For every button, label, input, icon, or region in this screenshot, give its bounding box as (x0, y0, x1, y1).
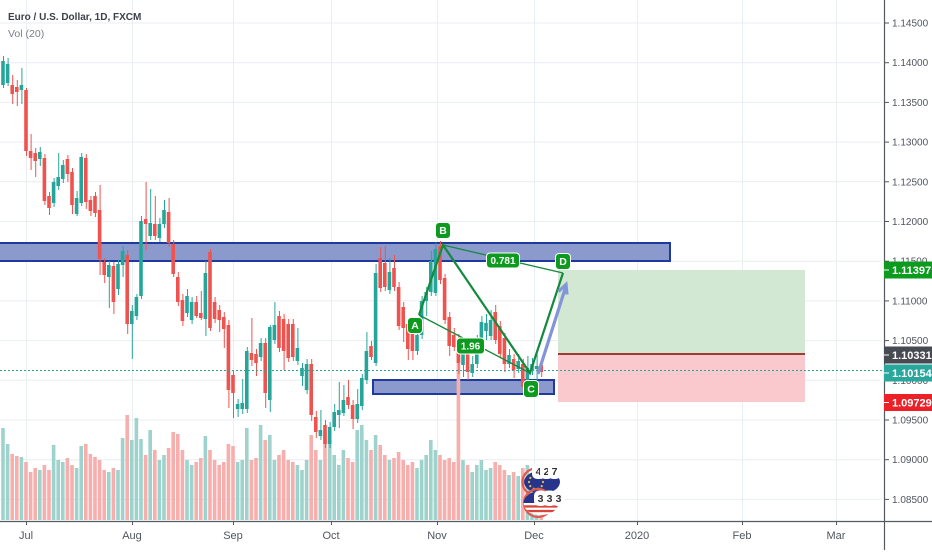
svg-text:Jul: Jul (19, 530, 33, 542)
svg-text:7: 7 (552, 466, 558, 478)
svg-text:Aug: Aug (122, 530, 142, 542)
svg-text:Nov: Nov (427, 530, 447, 542)
svg-text:1.10500: 1.10500 (892, 336, 929, 347)
svg-text:1.11000: 1.11000 (892, 296, 928, 307)
svg-text:3: 3 (547, 493, 553, 505)
svg-text:1.10154: 1.10154 (892, 368, 932, 380)
svg-text:A: A (411, 320, 419, 332)
svg-text:C: C (527, 384, 535, 396)
svg-text:1.96: 1.96 (461, 342, 481, 353)
svg-text:1.09729: 1.09729 (892, 398, 932, 410)
svg-text:1.08500: 1.08500 (892, 495, 929, 506)
svg-text:1.09500: 1.09500 (892, 416, 929, 427)
svg-text:Oct: Oct (322, 530, 339, 542)
svg-text:1.13000: 1.13000 (892, 138, 929, 149)
svg-text:3: 3 (556, 493, 562, 505)
svg-text:4: 4 (536, 466, 542, 478)
svg-text:Dec: Dec (524, 530, 544, 542)
svg-text:D: D (559, 256, 567, 268)
svg-text:1.10331: 1.10331 (892, 350, 932, 362)
svg-text:3: 3 (538, 493, 544, 505)
svg-text:1.09000: 1.09000 (892, 455, 929, 466)
svg-text:1.13500: 1.13500 (892, 98, 929, 109)
svg-text:2: 2 (544, 466, 550, 478)
svg-text:Sep: Sep (223, 530, 243, 542)
svg-text:Mar: Mar (827, 530, 846, 542)
svg-text:Euro / U.S. Dollar, 1D, FXCM: Euro / U.S. Dollar, 1D, FXCM (8, 12, 141, 23)
svg-text:2020: 2020 (625, 530, 649, 542)
svg-text:0.781: 0.781 (490, 256, 515, 267)
svg-text:B: B (439, 225, 447, 237)
svg-text:Vol (20): Vol (20) (8, 28, 44, 40)
svg-text:1.14000: 1.14000 (892, 58, 929, 69)
svg-text:1.14500: 1.14500 (892, 19, 929, 30)
svg-text:1.11397: 1.11397 (892, 265, 931, 277)
svg-text:Feb: Feb (733, 530, 752, 542)
svg-text:1.12500: 1.12500 (892, 177, 929, 188)
svg-text:1.12000: 1.12000 (892, 217, 929, 228)
